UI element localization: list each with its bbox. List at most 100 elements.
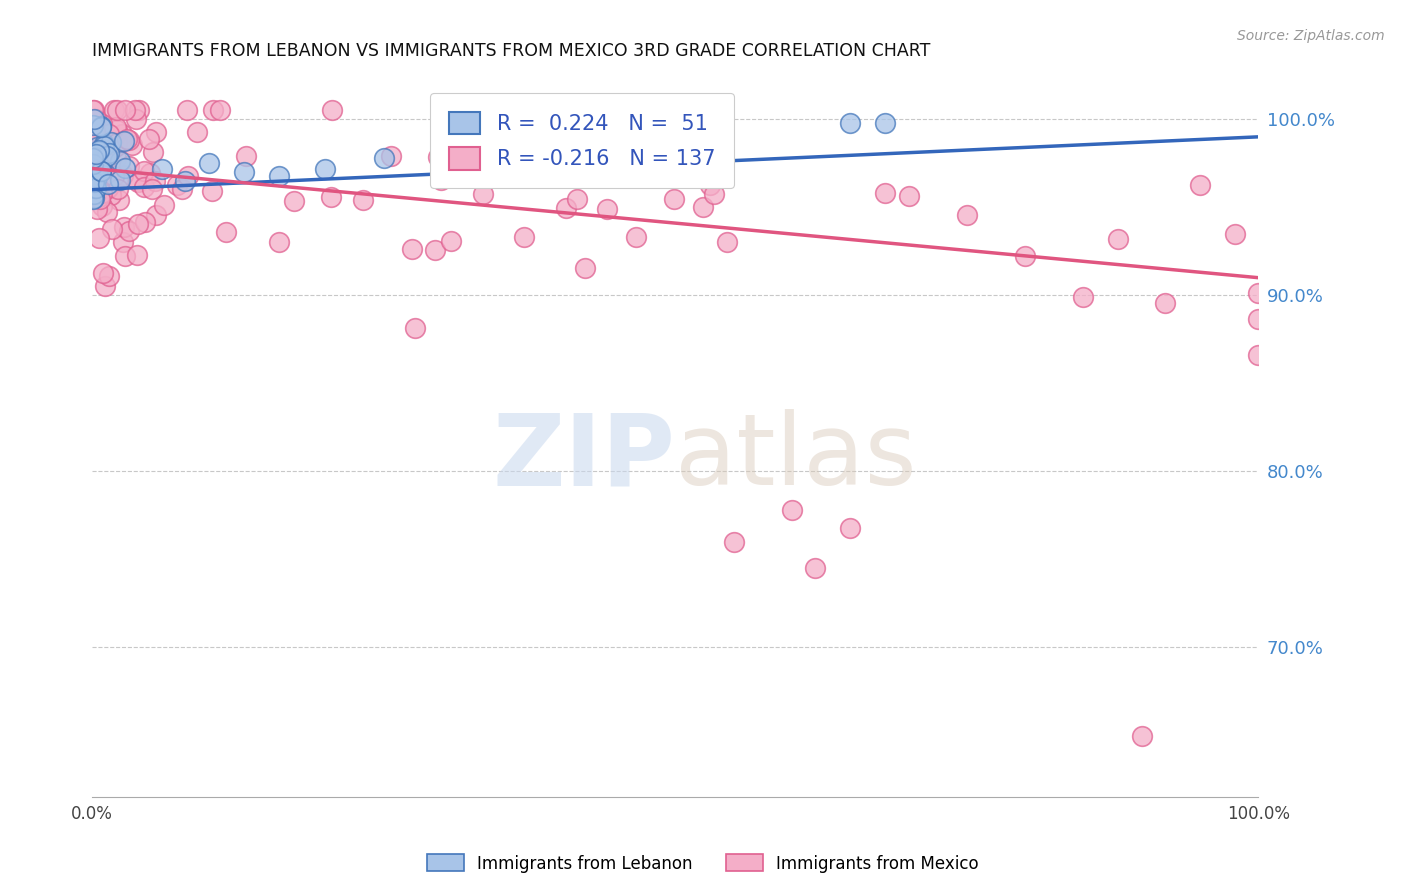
Point <box>87 162 110 177</box>
Point <box>84 112 107 127</box>
Point <box>82 193 104 207</box>
Point <box>125 112 148 126</box>
Point <box>105 151 128 165</box>
Point <box>114 249 136 263</box>
Point <box>283 194 305 208</box>
Point <box>132 180 155 194</box>
Point <box>90 186 112 201</box>
Point <box>83 128 105 142</box>
Point <box>209 103 232 118</box>
Point <box>430 147 453 161</box>
Point <box>127 217 149 231</box>
Point <box>125 248 148 262</box>
Point <box>571 133 593 147</box>
Point <box>956 208 979 222</box>
Point <box>647 138 669 153</box>
Point <box>86 140 108 154</box>
Point <box>267 235 290 249</box>
Point <box>232 165 254 179</box>
Point <box>692 200 714 214</box>
Point <box>84 174 107 188</box>
Point <box>97 177 120 191</box>
Point <box>141 182 163 196</box>
Point <box>1247 312 1270 326</box>
Point <box>103 169 125 183</box>
Point <box>440 155 463 169</box>
Point <box>115 132 138 146</box>
Point <box>111 127 134 141</box>
Point <box>723 534 745 549</box>
Point <box>96 205 118 219</box>
Point <box>114 161 136 175</box>
Point <box>235 148 257 162</box>
Point <box>84 146 107 161</box>
Point <box>114 103 136 118</box>
Text: IMMIGRANTS FROM LEBANON VS IMMIGRANTS FROM MEXICO 3RD GRADE CORRELATION CHART: IMMIGRANTS FROM LEBANON VS IMMIGRANTS FR… <box>93 42 931 60</box>
Point <box>87 143 110 157</box>
Point <box>524 138 547 153</box>
Point <box>86 186 108 201</box>
Point <box>93 139 115 153</box>
Point <box>118 133 141 147</box>
Point <box>198 156 221 170</box>
Point <box>82 157 104 171</box>
Point <box>83 148 105 162</box>
Point <box>555 202 578 216</box>
Point <box>513 230 536 244</box>
Point <box>321 103 343 118</box>
Point <box>83 121 105 136</box>
Point <box>633 135 655 149</box>
Point <box>105 103 128 118</box>
Point <box>96 148 118 162</box>
Point <box>90 119 112 133</box>
Point <box>83 143 105 157</box>
Text: atlas: atlas <box>675 409 917 507</box>
Point <box>97 181 120 195</box>
Point <box>132 163 155 178</box>
Point <box>121 138 143 153</box>
Point <box>875 116 897 130</box>
Point <box>401 242 423 256</box>
Point <box>90 120 112 134</box>
Point <box>153 198 176 212</box>
Point <box>1130 729 1153 743</box>
Point <box>101 222 124 236</box>
Point <box>89 192 111 206</box>
Point <box>201 184 224 198</box>
Point <box>134 214 156 228</box>
Point <box>110 153 132 168</box>
Point <box>443 153 465 168</box>
Point <box>86 202 108 217</box>
Point <box>124 103 146 118</box>
Point <box>524 169 547 184</box>
Legend: R =  0.224   N =  51, R = -0.216   N = 137: R = 0.224 N = 51, R = -0.216 N = 137 <box>430 93 734 188</box>
Point <box>97 145 120 160</box>
Point <box>145 125 167 139</box>
Point <box>87 230 110 244</box>
Point <box>662 192 685 206</box>
Text: Source: ZipAtlas.com: Source: ZipAtlas.com <box>1237 29 1385 43</box>
Point <box>91 265 114 279</box>
Point <box>897 188 920 202</box>
Point <box>90 161 112 175</box>
Point <box>373 151 395 165</box>
Point <box>1073 290 1095 304</box>
Point <box>107 136 129 151</box>
Point <box>567 193 589 207</box>
Point <box>471 186 494 201</box>
Point <box>83 164 105 178</box>
Point <box>215 225 238 239</box>
Point <box>83 187 105 202</box>
Point <box>91 169 114 184</box>
Point <box>83 131 105 145</box>
Point <box>104 140 127 154</box>
Point <box>82 103 104 118</box>
Point <box>839 116 862 130</box>
Point <box>127 173 149 187</box>
Point <box>83 112 105 126</box>
Point <box>564 137 586 152</box>
Point <box>112 134 135 148</box>
Point <box>172 182 194 196</box>
Legend: Immigrants from Lebanon, Immigrants from Mexico: Immigrants from Lebanon, Immigrants from… <box>420 847 986 880</box>
Point <box>82 168 104 182</box>
